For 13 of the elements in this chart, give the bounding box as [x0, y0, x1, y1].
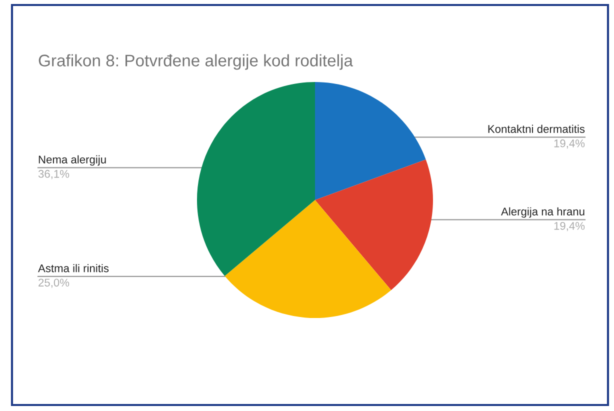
pie-slice	[315, 159, 433, 290]
pie-slice	[315, 82, 426, 200]
data-label: 19,4%	[554, 222, 585, 232]
slice-label: Kontaktni dermatitis	[488, 124, 585, 133]
data-label: 25,0%	[38, 278, 70, 288]
slice-label: Alergija na hranu	[501, 207, 584, 218]
data-label: 36,1%	[38, 170, 70, 180]
pie-slice	[197, 82, 315, 276]
chart-title: Grafikon 8: Potvrđene alergije kod roditelja	[38, 54, 353, 70]
pie-slice	[224, 200, 392, 318]
slice-label: Astma ili rinitis	[38, 264, 109, 272]
data-label: 19,4%	[554, 139, 585, 149]
slice-label: Nema alergiju	[38, 155, 106, 166]
